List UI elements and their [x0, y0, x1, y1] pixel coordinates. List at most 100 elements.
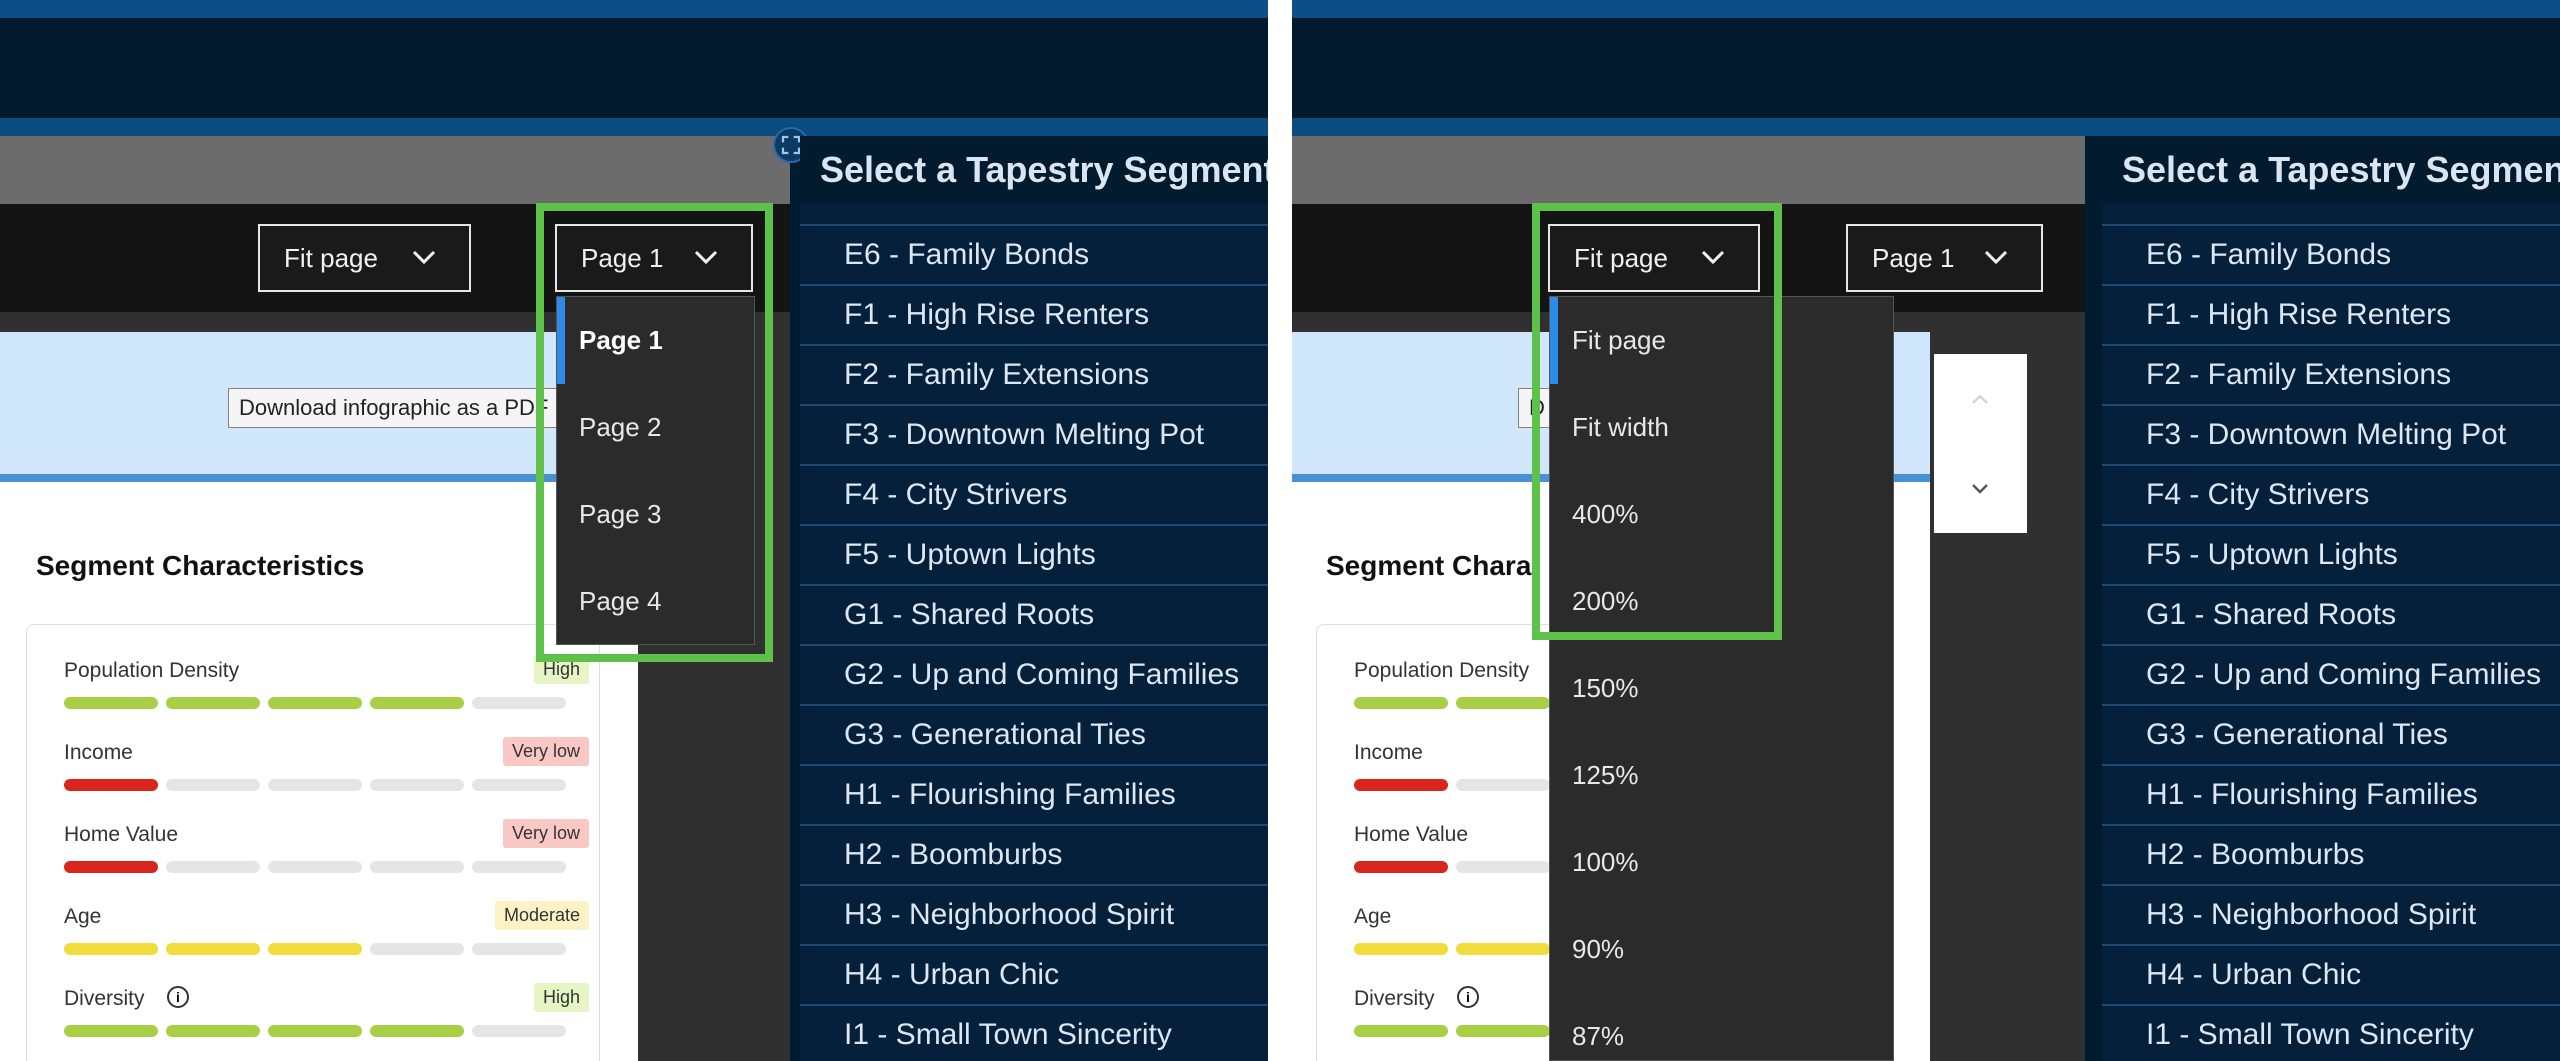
segment-list-item[interactable]: G2 - Up and Coming Families [2102, 644, 2560, 704]
level-segment [166, 697, 260, 709]
characteristics-card: Population Density High Income Very low Home… [26, 624, 600, 1061]
segment-characteristics-title: Segment Chara [1326, 550, 1532, 581]
segment-list-item[interactable]: H4 - Urban Chic [800, 944, 1268, 1004]
page-option[interactable]: Page 3 [579, 499, 662, 529]
page-select[interactable]: Page 1 [1846, 224, 2043, 292]
left-screenshot-panel: Fit page Page 1 Download infographic as … [0, 0, 1268, 1061]
metric-label: Diversity [64, 987, 145, 1010]
level-segment [268, 861, 362, 873]
segment-list-item[interactable]: H2 - Boomburbs [800, 824, 1268, 884]
segment-list-item[interactable]: F3 - Downtown Melting Pot [2102, 404, 2560, 464]
level-segment [1354, 861, 1448, 873]
level-segment [1354, 943, 1448, 955]
zoom-option[interactable]: 125% [1572, 760, 1639, 790]
segment-list-item[interactable]: F3 - Downtown Melting Pot [800, 404, 1268, 464]
app-header-bar [0, 18, 1268, 118]
zoom-option[interactable]: 90% [1572, 934, 1625, 964]
page-option[interactable]: Page 4 [579, 586, 662, 616]
level-segment [64, 779, 158, 791]
level-segment [472, 697, 566, 709]
segment-list-item[interactable]: I1 - Small Town Sincerity [2102, 1004, 2560, 1061]
segment-list-item[interactable]: H1 - Flourishing Families [2102, 764, 2560, 824]
level-bar [64, 779, 566, 791]
segment-list-item[interactable]: G3 - Generational Ties [2102, 704, 2560, 764]
level-segment [268, 943, 362, 955]
segment-list-item[interactable]: H2 - Boomburbs [2102, 824, 2560, 884]
level-segment [166, 943, 260, 955]
zoom-option[interactable]: 150% [1572, 673, 1639, 703]
level-segment [1456, 943, 1550, 955]
infographic-page: Download infographic as a PDF Segment Ch… [0, 332, 638, 1061]
zoom-option[interactable]: 87% [1572, 1021, 1625, 1051]
infographic-viewer: Fit page Page 1 D Segment Chara Populati… [1292, 136, 2085, 1061]
info-icon[interactable]: i [1457, 986, 1479, 1008]
level-segment [64, 943, 158, 955]
segment-list-item[interactable]: F5 - Uptown Lights [2102, 524, 2560, 584]
level-segment [472, 943, 566, 955]
page-select[interactable]: Page 1 [555, 224, 753, 292]
segment-list-item[interactable]: F4 - City Strivers [800, 464, 1268, 524]
segment-list-item[interactable]: E6 - Family Bonds [2102, 224, 2560, 284]
segment-list-item[interactable]: E6 - Family Bonds [800, 224, 1268, 284]
segment-list-item[interactable]: G2 - Up and Coming Families [800, 644, 1268, 704]
level-segment [166, 861, 260, 873]
metric-row: Population Density High [64, 655, 589, 729]
level-bar [64, 697, 566, 709]
level-badge: Very low [502, 819, 589, 848]
level-segment [64, 697, 158, 709]
metric-row: Home Value Very low [64, 819, 589, 893]
level-badge: High [533, 983, 589, 1012]
page-select-label: Page 1 [1872, 242, 1955, 273]
level-segment [370, 943, 464, 955]
page-option[interactable]: Page 1 [557, 297, 754, 384]
segment-list-item[interactable]: I1 - Small Town Sincerity [800, 1004, 1268, 1061]
chevron-down-icon [1701, 250, 1725, 265]
download-pdf-button[interactable]: Download infographic as a PDF [228, 388, 560, 428]
level-badge: Very low [502, 737, 589, 766]
metric-label: Population Density [64, 659, 240, 682]
segment-list-item[interactable]: G1 - Shared Roots [2102, 584, 2560, 644]
chevron-up-icon[interactable] [1965, 384, 1995, 414]
zoom-select[interactable]: Fit page [258, 224, 471, 292]
zoom-option[interactable]: Fit page [1550, 297, 1893, 384]
chevron-down-icon [694, 250, 718, 265]
segment-list-item[interactable]: G3 - Generational Ties [800, 704, 1268, 764]
page-dropdown-menu: Page 1 Page 2 Page 3 Page 4 [556, 296, 755, 645]
segment-list-item[interactable]: H1 - Flourishing Families [800, 764, 1268, 824]
level-segment [1456, 1025, 1550, 1037]
zoom-option[interactable]: 200% [1572, 586, 1639, 616]
app-top-strip [1292, 0, 2560, 18]
level-segment [268, 779, 362, 791]
viewer-header [1292, 136, 2085, 204]
chevron-down-icon [412, 250, 436, 265]
segment-list-item[interactable]: F2 - Family Extensions [800, 344, 1268, 404]
page-option[interactable]: Page 2 [579, 412, 662, 442]
level-segment [268, 1025, 362, 1037]
segment-panel-title: Select a Tapestry Segment [800, 136, 1268, 204]
viewer-header [0, 136, 790, 204]
page-select-label: Page 1 [581, 242, 664, 273]
level-segment [1354, 697, 1448, 709]
segment-list-item[interactable]: H3 - Neighborhood Spirit [800, 884, 1268, 944]
level-segment [1456, 861, 1550, 873]
zoom-option[interactable]: 400% [1572, 499, 1639, 529]
segment-list-item[interactable]: F4 - City Strivers [2102, 464, 2560, 524]
segment-list-item[interactable]: H4 - Urban Chic [2102, 944, 2560, 1004]
segment-list-item[interactable]: H3 - Neighborhood Spirit [2102, 884, 2560, 944]
chevron-down-icon[interactable] [1965, 474, 1995, 504]
level-segment [472, 861, 566, 873]
metric-label: Home Value [64, 823, 179, 846]
infographic-viewer: Fit page Page 1 Download infographic as … [0, 136, 790, 1061]
segment-list-item[interactable]: F5 - Uptown Lights [800, 524, 1268, 584]
zoom-select-label: Fit page [1574, 242, 1668, 273]
zoom-option[interactable]: Fit width [1572, 412, 1669, 442]
zoom-select[interactable]: Fit page [1548, 224, 1760, 292]
zoom-option[interactable]: 100% [1572, 847, 1639, 877]
segment-list-item[interactable]: F1 - High Rise Renters [800, 284, 1268, 344]
segment-list-item[interactable]: F1 - High Rise Renters [2102, 284, 2560, 344]
info-icon[interactable]: i [167, 986, 189, 1008]
level-segment [370, 779, 464, 791]
segment-list-item[interactable]: G1 - Shared Roots [800, 584, 1268, 644]
segment-panel-title: Select a Tapestry Segment [2102, 136, 2560, 204]
segment-list-item[interactable]: F2 - Family Extensions [2102, 344, 2560, 404]
